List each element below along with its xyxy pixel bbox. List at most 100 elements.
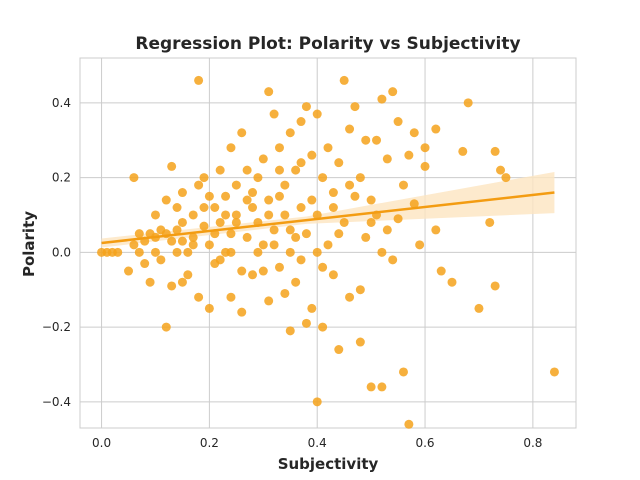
data-point — [291, 232, 301, 242]
data-point — [188, 240, 198, 250]
data-point — [339, 217, 349, 227]
data-point — [312, 397, 322, 407]
data-point — [199, 221, 209, 231]
data-point — [226, 247, 236, 257]
data-point — [237, 128, 247, 138]
data-point — [129, 173, 139, 183]
data-point — [328, 188, 338, 198]
data-point — [231, 217, 241, 227]
data-point — [366, 382, 376, 392]
data-point — [296, 202, 306, 212]
data-point — [177, 217, 187, 227]
data-point — [177, 188, 187, 198]
data-point — [113, 247, 123, 257]
data-point — [253, 247, 263, 257]
confidence-band — [101, 171, 555, 248]
regression-line — [101, 191, 555, 245]
data-point — [549, 367, 559, 377]
data-point — [280, 180, 290, 190]
data-point — [194, 292, 204, 302]
data-point — [188, 232, 198, 242]
data-point — [237, 266, 247, 276]
data-point — [167, 236, 177, 246]
data-point — [129, 240, 139, 250]
data-point — [231, 210, 241, 220]
data-point — [177, 236, 187, 246]
data-point — [291, 165, 301, 175]
data-point — [318, 262, 328, 272]
data-point — [388, 255, 398, 265]
data-point — [172, 225, 182, 235]
x-tick-label: 0.2 — [200, 436, 219, 450]
data-point — [328, 202, 338, 212]
data-point — [183, 247, 193, 257]
data-point — [150, 210, 160, 220]
data-point — [361, 232, 371, 242]
data-point — [264, 296, 274, 306]
data-point — [377, 382, 387, 392]
data-point — [285, 128, 295, 138]
data-point — [269, 109, 279, 119]
data-point — [420, 161, 430, 171]
data-point — [301, 229, 311, 239]
data-point — [172, 247, 182, 257]
data-point — [398, 367, 408, 377]
data-point — [355, 173, 365, 183]
data-point — [210, 202, 220, 212]
data-point — [161, 195, 171, 205]
data-point — [398, 180, 408, 190]
data-point — [194, 180, 204, 190]
data-point — [328, 270, 338, 280]
data-point — [415, 240, 425, 250]
data-point — [134, 247, 144, 257]
data-point — [280, 210, 290, 220]
data-point — [393, 214, 403, 224]
data-point — [274, 262, 284, 272]
data-point — [296, 158, 306, 168]
data-point — [420, 143, 430, 153]
data-point — [274, 191, 284, 201]
data-point — [226, 229, 236, 239]
data-point — [296, 255, 306, 265]
data-point — [231, 180, 241, 190]
data-point — [312, 109, 322, 119]
data-point — [307, 150, 317, 160]
data-point — [167, 161, 177, 171]
data-point — [458, 146, 468, 156]
data-point — [248, 202, 258, 212]
data-point — [361, 135, 371, 145]
y-tick-label: 0.2 — [52, 171, 71, 185]
data-point — [490, 146, 500, 156]
data-point — [382, 225, 392, 235]
data-point — [404, 419, 414, 429]
data-point — [409, 128, 419, 138]
data-point — [436, 266, 446, 276]
data-point — [382, 154, 392, 164]
data-point — [221, 210, 231, 220]
data-point — [355, 337, 365, 347]
data-point — [269, 240, 279, 250]
data-point — [377, 94, 387, 104]
data-point — [199, 202, 209, 212]
data-point — [431, 124, 441, 134]
data-point — [183, 270, 193, 280]
data-point — [463, 98, 473, 108]
data-point — [221, 191, 231, 201]
data-point — [323, 240, 333, 250]
data-point — [366, 217, 376, 227]
data-point — [274, 143, 284, 153]
data-point — [161, 322, 171, 332]
data-point — [280, 288, 290, 298]
data-point — [345, 292, 355, 302]
data-point — [485, 217, 495, 227]
data-point — [377, 247, 387, 257]
data-point — [318, 173, 328, 183]
data-point — [366, 195, 376, 205]
data-point — [307, 195, 317, 205]
chart-title: Regression Plot: Polarity vs Subjectivit… — [135, 34, 520, 54]
data-point — [124, 266, 134, 276]
data-point — [312, 210, 322, 220]
data-point — [248, 188, 258, 198]
data-point — [490, 281, 500, 291]
